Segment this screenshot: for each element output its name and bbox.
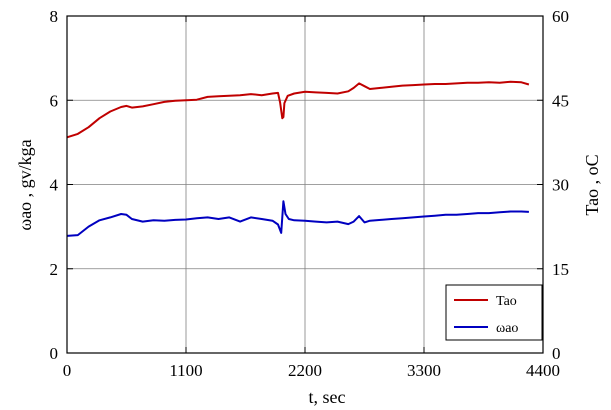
y-right-tick-label: 45 — [552, 91, 569, 110]
x-tick-label: 3300 — [407, 361, 441, 380]
y-right-tick-label: 60 — [552, 7, 569, 26]
y-right-axis-label: Tao , oC — [582, 154, 602, 215]
y-left-tick-label: 8 — [50, 7, 59, 26]
x-tick-label: 2200 — [288, 361, 322, 380]
y-right-tick-label: 15 — [552, 260, 569, 279]
y-left-tick-label: 0 — [50, 344, 59, 363]
x-tick-label: 4400 — [526, 361, 560, 380]
y-right-tick-label: 30 — [552, 176, 569, 195]
series-group — [66, 80, 530, 237]
x-tick-label: 1100 — [169, 361, 202, 380]
series-line-1 — [66, 200, 529, 237]
legend: Tao ωao — [445, 284, 543, 341]
y-right-tick-label: 0 — [552, 344, 561, 363]
x-tick-label: 0 — [63, 361, 72, 380]
y-left-tick-label: 6 — [50, 91, 59, 110]
tick-marks — [66, 15, 544, 354]
series-line-0 — [66, 80, 530, 139]
x-axis-label: t, sec — [309, 387, 346, 407]
legend-label-tao: Tao — [496, 294, 517, 309]
grid-lines — [67, 16, 543, 353]
legend-label-wao: ωao — [496, 321, 518, 336]
y-left-tick-label: 4 — [50, 176, 59, 195]
y-left-tick-label: 2 — [50, 260, 59, 279]
y-left-axis-label: ωao , gv/kga — [15, 139, 35, 230]
legend-box — [445, 284, 543, 341]
